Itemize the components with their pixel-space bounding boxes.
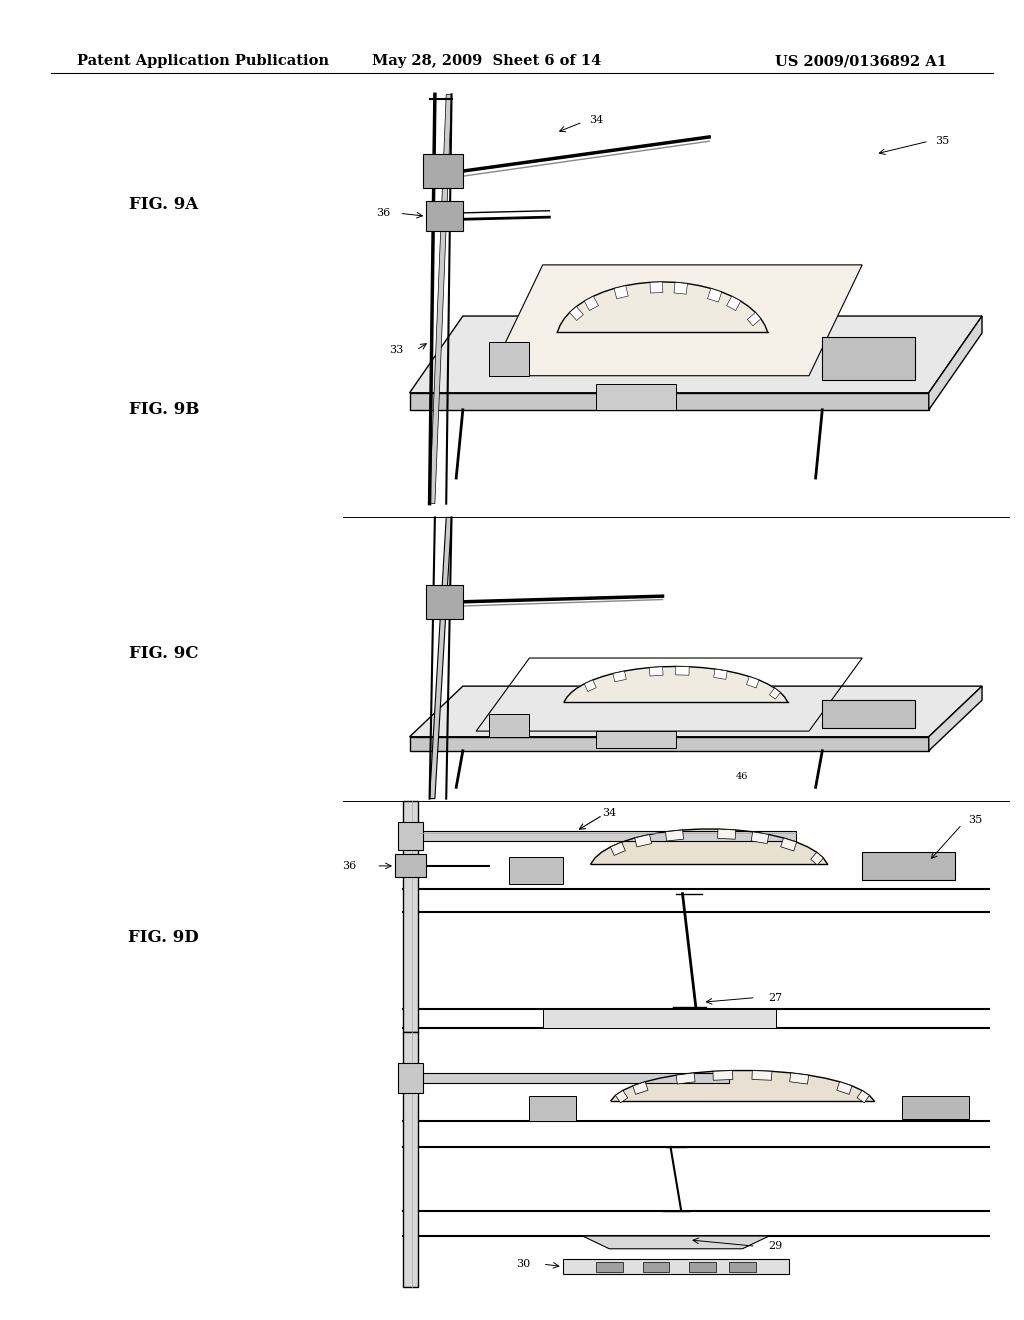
- Polygon shape: [569, 306, 584, 321]
- Text: 27: 27: [769, 993, 782, 1003]
- Polygon shape: [857, 1090, 869, 1102]
- Bar: [426, 202, 463, 231]
- Bar: [343, 801, 1009, 1032]
- Polygon shape: [674, 282, 687, 294]
- Bar: [902, 1096, 969, 1119]
- Bar: [343, 86, 1009, 512]
- Polygon shape: [410, 686, 982, 737]
- Text: 34: 34: [589, 115, 603, 125]
- Bar: [563, 1259, 788, 1274]
- Text: 35: 35: [935, 136, 949, 147]
- Polygon shape: [430, 94, 452, 504]
- Text: 33: 33: [389, 345, 402, 355]
- Polygon shape: [748, 313, 761, 326]
- Text: FIG. 9B: FIG. 9B: [129, 401, 199, 417]
- Bar: [510, 857, 563, 884]
- Bar: [729, 1262, 756, 1271]
- Polygon shape: [752, 832, 769, 843]
- Text: 36: 36: [342, 861, 356, 871]
- Bar: [403, 1032, 418, 1287]
- Bar: [397, 822, 423, 850]
- Text: 36: 36: [376, 209, 390, 218]
- Polygon shape: [780, 838, 797, 851]
- Polygon shape: [929, 686, 982, 751]
- Polygon shape: [790, 1073, 809, 1084]
- Bar: [343, 1032, 1009, 1287]
- Text: 30: 30: [516, 1259, 529, 1269]
- Polygon shape: [489, 265, 862, 376]
- Polygon shape: [430, 517, 452, 799]
- Text: US 2009/0136892 A1: US 2009/0136892 A1: [775, 54, 947, 69]
- Polygon shape: [676, 1073, 695, 1084]
- Polygon shape: [585, 680, 596, 692]
- Bar: [403, 801, 418, 1032]
- Bar: [418, 1073, 729, 1084]
- Bar: [397, 1063, 423, 1093]
- Polygon shape: [591, 829, 827, 865]
- Bar: [689, 1262, 716, 1271]
- Bar: [643, 1262, 670, 1271]
- Bar: [596, 1262, 623, 1271]
- Text: FIG. 9C: FIG. 9C: [129, 645, 199, 661]
- Text: FIG. 9D: FIG. 9D: [128, 929, 200, 945]
- Bar: [596, 384, 676, 409]
- Polygon shape: [727, 296, 740, 310]
- Bar: [343, 517, 1009, 799]
- Text: 29: 29: [769, 1241, 782, 1251]
- Polygon shape: [837, 1082, 852, 1094]
- Polygon shape: [635, 834, 651, 847]
- Bar: [596, 731, 676, 748]
- Polygon shape: [713, 1071, 733, 1080]
- Polygon shape: [564, 667, 787, 702]
- Bar: [822, 338, 915, 380]
- Text: 35: 35: [969, 814, 982, 825]
- Polygon shape: [708, 289, 722, 302]
- Bar: [426, 585, 463, 619]
- Polygon shape: [614, 285, 628, 298]
- Polygon shape: [410, 737, 929, 751]
- Bar: [822, 700, 915, 729]
- Polygon shape: [718, 829, 735, 840]
- Polygon shape: [410, 393, 929, 409]
- Polygon shape: [650, 282, 663, 293]
- Bar: [395, 854, 426, 878]
- Polygon shape: [746, 677, 759, 688]
- Bar: [418, 832, 796, 841]
- Text: FIG. 9A: FIG. 9A: [129, 197, 199, 213]
- Polygon shape: [666, 830, 684, 841]
- Polygon shape: [610, 842, 626, 855]
- Polygon shape: [714, 669, 727, 680]
- Bar: [423, 154, 463, 189]
- Text: 34: 34: [602, 808, 616, 818]
- Polygon shape: [769, 688, 780, 700]
- Text: Patent Application Publication: Patent Application Publication: [77, 54, 329, 69]
- Bar: [489, 714, 529, 737]
- Polygon shape: [611, 1071, 873, 1101]
- Bar: [543, 1008, 776, 1027]
- Polygon shape: [615, 1090, 628, 1102]
- Polygon shape: [585, 296, 598, 310]
- Bar: [529, 1096, 575, 1122]
- Text: May 28, 2009  Sheet 6 of 14: May 28, 2009 Sheet 6 of 14: [372, 54, 601, 69]
- Polygon shape: [633, 1082, 648, 1094]
- Polygon shape: [752, 1071, 772, 1080]
- Bar: [862, 853, 955, 879]
- Polygon shape: [676, 667, 689, 675]
- Polygon shape: [929, 315, 982, 409]
- Polygon shape: [583, 1236, 769, 1249]
- Polygon shape: [613, 671, 627, 682]
- Polygon shape: [811, 853, 823, 865]
- Polygon shape: [557, 282, 768, 333]
- Text: 46: 46: [736, 772, 749, 780]
- Bar: [489, 342, 529, 376]
- Polygon shape: [410, 315, 982, 393]
- Polygon shape: [649, 667, 664, 676]
